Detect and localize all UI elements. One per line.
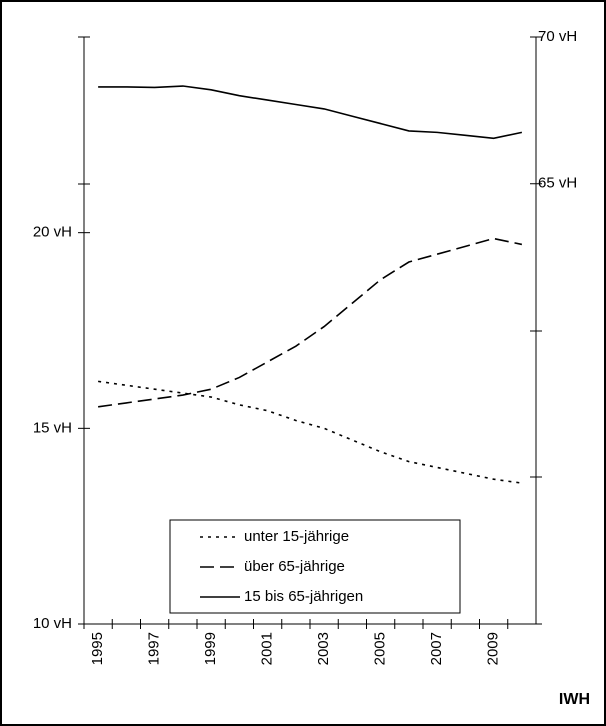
- y2-tick-label: 70 vH: [538, 28, 577, 45]
- legend-label: über 65-jährige: [244, 558, 345, 575]
- line: [98, 380, 522, 484]
- x-tick-label: 2009: [485, 632, 502, 665]
- x-tick-label: 2007: [428, 632, 445, 665]
- x-tick-label: 2005: [372, 632, 389, 665]
- y-tick-label: 20 vH: [33, 224, 72, 241]
- x-tick-label: 2003: [315, 632, 332, 665]
- legend-label: 15 bis 65-jährigen: [244, 588, 363, 605]
- y-tick-label: 15 vH: [33, 419, 72, 436]
- line: [98, 237, 523, 408]
- x-tick-label: 1999: [202, 632, 219, 665]
- source: IWH: [559, 691, 590, 708]
- legend-label: unter 15-jährige: [244, 528, 349, 545]
- y2-tick-label: 65 vH: [538, 175, 577, 192]
- x-tick-label: 1995: [89, 632, 106, 665]
- x-tick-label: 1997: [146, 632, 163, 665]
- x-tick-label: 2001: [259, 632, 276, 665]
- line: [98, 85, 523, 140]
- y-tick-label: 10 vH: [33, 615, 72, 632]
- minor-ticks: [78, 36, 542, 625]
